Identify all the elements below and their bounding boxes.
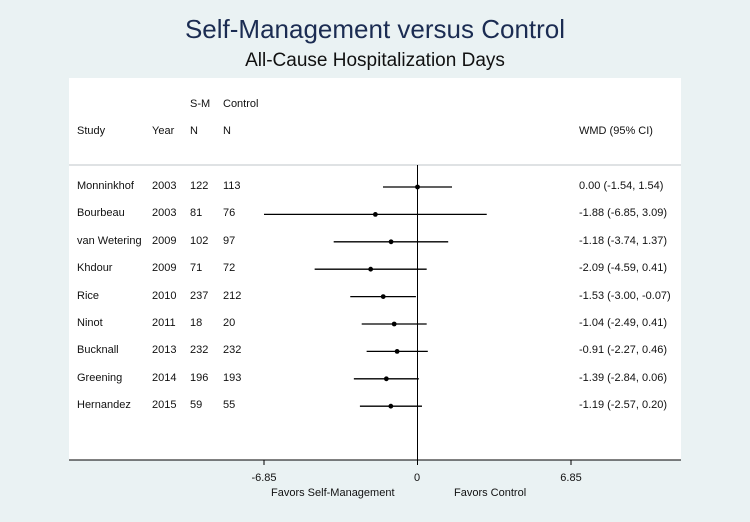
- row-sm-n: 122: [190, 180, 209, 192]
- favors-right-label: Favors Control: [454, 487, 527, 499]
- row-sm-n: 81: [190, 207, 203, 220]
- row-wmd: -1.19 (-2.57, 0.20): [579, 399, 668, 412]
- row-year: 2011: [152, 317, 176, 329]
- row-sm-n: 232: [190, 344, 209, 357]
- row-control-n: 97: [223, 234, 236, 247]
- row-control-n: 113: [223, 180, 241, 192]
- point-estimate: [391, 321, 397, 327]
- row-wmd: -1.88 (-6.85, 3.09): [579, 207, 668, 220]
- row-study: Bucknall: [77, 344, 119, 357]
- row-year: 2003: [152, 207, 177, 220]
- row-wmd: -1.18 (-3.74, 1.37): [579, 234, 668, 247]
- header-sm-n: N: [190, 125, 198, 137]
- row-year: 2003: [152, 180, 177, 192]
- point-estimate: [380, 294, 386, 299]
- row-wmd: 0.00 (-1.54, 1.54): [579, 180, 664, 192]
- row-control-n: 232: [223, 344, 242, 357]
- row-wmd: -0.91 (-2.27, 0.46): [579, 344, 668, 357]
- row-sm-n: 59: [190, 399, 203, 412]
- x-tick-label-pos: 6.85: [560, 472, 582, 484]
- row-year: 2013: [152, 344, 177, 357]
- row-wmd: -1.39 (-2.84, 0.06): [579, 371, 668, 384]
- row-control-n: 212: [223, 289, 242, 302]
- header-study: Study: [77, 125, 106, 137]
- header-year: Year: [152, 125, 175, 137]
- chart-subtitle: All-Cause Hospitalization Days: [245, 50, 505, 71]
- row-sm-n: 71: [190, 262, 203, 275]
- point-estimate: [388, 239, 394, 245]
- row-control-n: 72: [223, 262, 236, 275]
- favors-left-label: Favors Self-Management: [271, 487, 395, 499]
- row-control-n: 55: [223, 399, 236, 412]
- row-year: 2015: [152, 399, 177, 412]
- row-study: Greening: [77, 371, 123, 384]
- header-control-n: N: [223, 125, 231, 137]
- row-study: Bourbeau: [77, 207, 125, 220]
- point-estimate: [372, 212, 378, 217]
- row-year: 2009: [152, 234, 177, 247]
- row-wmd: -1.04 (-2.49, 0.41): [579, 317, 668, 329]
- row-sm-n: 196: [190, 371, 209, 384]
- header-sm: S-M: [190, 98, 211, 110]
- chart-title: Self-Management versus Control: [184, 14, 566, 44]
- row-study: Monninkhof: [77, 180, 134, 192]
- point-estimate: [368, 266, 374, 272]
- row-sm-n: 102: [190, 234, 209, 247]
- row-wmd: -2.09 (-4.59, 0.41): [579, 262, 668, 275]
- row-sm-n: 237: [190, 289, 209, 302]
- point-estimate: [415, 184, 420, 190]
- row-wmd: -1.53 (-3.00, -0.07): [579, 289, 671, 302]
- row-study: van Wetering: [77, 234, 142, 247]
- row-study: Rice: [77, 289, 100, 302]
- header-control: Control: [223, 98, 259, 110]
- point-estimate: [383, 376, 389, 382]
- point-estimate: [388, 403, 394, 409]
- point-estimate: [394, 349, 400, 354]
- row-study: Hernandez: [77, 399, 131, 412]
- row-control-n: 193: [223, 371, 242, 384]
- row-study: Ninot: [77, 317, 103, 329]
- header-wmd: WMD (95% CI): [579, 125, 653, 137]
- row-study: Khdour: [77, 262, 113, 275]
- x-tick-label-neg: -6.85: [251, 472, 277, 484]
- row-year: 2009: [152, 262, 177, 275]
- row-year: 2010: [152, 289, 177, 302]
- row-year: 2014: [152, 371, 177, 384]
- row-control-n: 76: [223, 207, 236, 220]
- row-control-n: 20: [223, 317, 236, 329]
- x-tick-label-zero: 0: [413, 472, 421, 484]
- row-sm-n: 18: [190, 317, 203, 329]
